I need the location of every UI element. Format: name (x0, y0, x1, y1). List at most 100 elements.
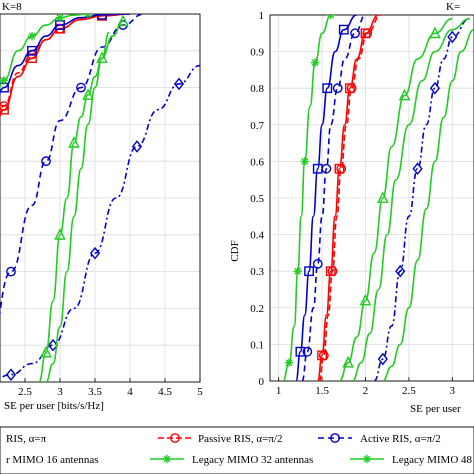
left-data-point (55, 14, 65, 22)
right-data-point (284, 358, 294, 367)
y-tick-label: 0.3 (250, 266, 264, 278)
left-data-point (6, 266, 16, 277)
right-data-point (312, 258, 323, 269)
legend-label: r MIMO 16 antennas (6, 454, 99, 466)
y-tick-label: 0.2 (250, 303, 264, 315)
right-x-axis-label: SE per user (410, 403, 461, 415)
left-data-point (0, 76, 9, 85)
left-data-point (27, 31, 37, 41)
right-series-line (373, 17, 470, 381)
right-series-line (316, 15, 379, 381)
y-tick-label: 0.7 (250, 120, 264, 132)
left-series-line (45, 31, 110, 382)
right-data-point (304, 266, 314, 277)
left-data-point (76, 82, 86, 93)
y-tick-label: 1 (259, 10, 265, 22)
left-data-point (97, 14, 107, 20)
y-tick-label: 0 (259, 376, 265, 388)
right-chart-panel: K= SE per user CDF 1 1.5 2 2.5 3 0 0.1 0.2 0.3 0.… (229, 1, 474, 415)
right-series-line (318, 15, 382, 381)
left-data-point (83, 14, 93, 19)
right-data-point (377, 191, 389, 203)
left-data-point (89, 246, 101, 260)
left-data-point (5, 368, 17, 381)
legend-label: Legacy MIMO 32 antennas (192, 454, 313, 466)
right-data-point (302, 346, 313, 357)
right-data-point (332, 83, 343, 94)
x-tick-label: 1.5 (315, 385, 329, 397)
x-tick-label: 5 (197, 386, 203, 398)
legend-item: Legacy MIMO 48 an (350, 454, 474, 466)
right-chart-title: K= (446, 1, 460, 13)
left-data-point (117, 14, 129, 27)
right-data-point (326, 15, 335, 20)
left-x-axis-label: SE per user [bits/s/Hz] (4, 400, 104, 412)
legend-item: Active RIS, α=π/2 (318, 433, 441, 445)
left-data-point (41, 156, 51, 167)
right-series-group (282, 15, 474, 381)
legend-item: Passive RIS, α=π/2 (158, 433, 282, 445)
legend-label: RIS, α=π (6, 433, 47, 445)
left-data-point (47, 338, 59, 352)
x-tick-label: 1 (276, 385, 282, 397)
right-data-point (327, 266, 338, 277)
left-grid (0, 14, 201, 382)
left-series-line (0, 14, 145, 318)
y-tick-label: 0.6 (250, 156, 264, 168)
right-data-point (395, 264, 406, 278)
legend-swatch-marker (170, 433, 180, 443)
right-data-point (429, 81, 441, 95)
left-data-point (131, 140, 143, 153)
left-chart-panel: K=8 SE per user [bits/s/Hz] 2.5 3 3.5 4 4.5 5 (0, 1, 203, 412)
right-data-point (346, 83, 357, 94)
x-tick-label: 2.5 (18, 386, 32, 398)
legend-label: Passive RIS, α=π/2 (198, 433, 282, 445)
left-series-line (0, 14, 131, 117)
x-tick-label: 2.5 (402, 385, 416, 397)
right-series-line (352, 17, 470, 381)
right-series-line (301, 15, 366, 381)
left-data-point (40, 345, 52, 358)
right-data-point (377, 352, 388, 366)
left-data-point (54, 228, 66, 240)
x-tick-label: 4.5 (158, 386, 172, 398)
right-data-point (321, 163, 332, 174)
left-data-point (173, 77, 185, 91)
right-y-axis-label: CDF (229, 240, 241, 261)
legend-swatch-marker (162, 454, 172, 464)
right-data-point (398, 88, 411, 101)
left-series-group (0, 14, 200, 382)
right-data-point (362, 28, 373, 39)
y-tick-label: 0.9 (250, 47, 264, 59)
right-data-point (322, 83, 333, 94)
y-tick-label: 0.1 (250, 339, 264, 351)
left-data-point (0, 101, 9, 111)
right-series-line (339, 17, 453, 381)
right-axes-frame (269, 14, 474, 382)
x-tick-label: 2 (363, 385, 369, 397)
right-data-point (350, 28, 360, 39)
right-data-point (342, 355, 354, 368)
x-tick-label: 3 (57, 386, 63, 398)
left-data-point (82, 88, 94, 100)
left-data-point (96, 51, 108, 64)
right-data-point (318, 350, 329, 361)
right-series-line (282, 15, 332, 381)
y-tick-label: 0.8 (250, 83, 264, 95)
right-data-point (310, 58, 320, 67)
right-series-line (382, 28, 474, 381)
right-data-point (338, 24, 349, 35)
right-data-point (412, 162, 423, 176)
right-data-point (447, 30, 458, 44)
left-series-line (0, 64, 200, 380)
left-chart-title: K=8 (2, 1, 22, 13)
legend-label: Active RIS, α=π/2 (360, 433, 441, 445)
x-tick-label: 3.5 (88, 386, 102, 398)
x-tick-label: 4 (127, 386, 133, 398)
right-data-point (300, 157, 309, 166)
legend-swatch-marker (330, 433, 340, 443)
legend-swatch-marker (362, 454, 372, 464)
right-data-point (429, 26, 441, 39)
